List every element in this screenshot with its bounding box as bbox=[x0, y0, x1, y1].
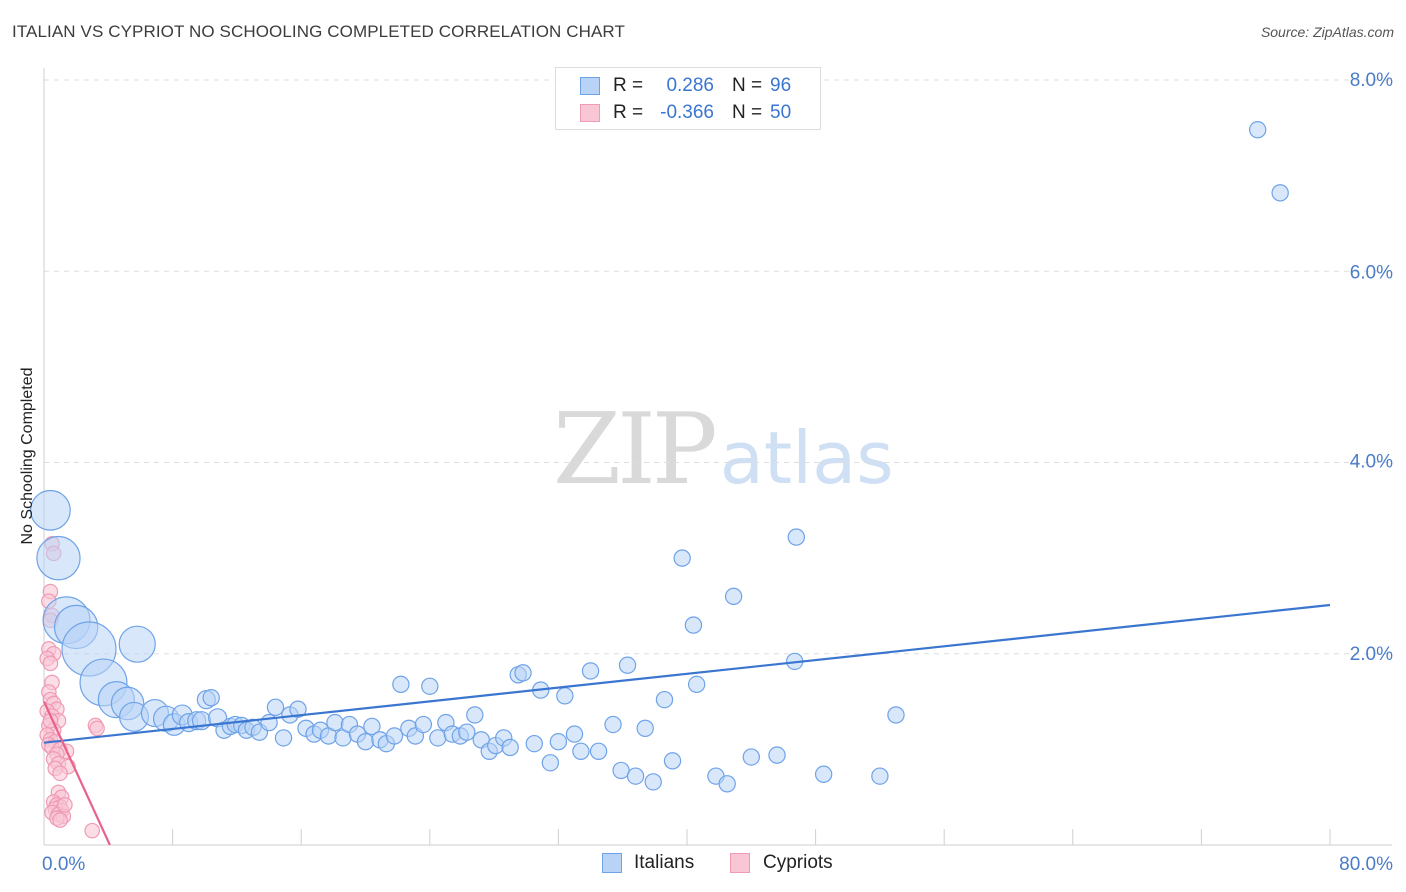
italians-point bbox=[787, 528, 806, 546]
italians-point bbox=[549, 733, 568, 751]
italians-point bbox=[871, 767, 889, 785]
chart-title: ITALIAN VS CYPRIOT NO SCHOOLING COMPLETE… bbox=[12, 22, 625, 41]
y-tick-label: 6.0% bbox=[1350, 262, 1393, 283]
italians-point bbox=[385, 727, 404, 745]
italians-point bbox=[636, 719, 654, 738]
italians-point bbox=[274, 729, 293, 747]
italians-points bbox=[30, 121, 1289, 793]
cypriots-point bbox=[52, 812, 68, 828]
x-tick-label-max: 80.0% bbox=[1339, 854, 1393, 875]
italians-point bbox=[501, 738, 519, 757]
italians-point bbox=[626, 767, 645, 785]
n-label: N = bbox=[732, 102, 763, 123]
italians-point bbox=[1271, 184, 1289, 202]
r-label: R = bbox=[613, 75, 644, 96]
italians-point bbox=[572, 742, 590, 760]
italians-point bbox=[618, 656, 637, 674]
italians-point bbox=[565, 725, 584, 743]
cypriots-point bbox=[84, 822, 101, 839]
cypriots-swatch bbox=[580, 104, 600, 122]
y-tick-label: 8.0% bbox=[1350, 70, 1393, 91]
stats-box: R = 0.286 N = 96 R = -0.366 N = 50 bbox=[555, 67, 821, 130]
italians-point bbox=[687, 675, 706, 694]
italians-trend-line bbox=[43, 603, 1331, 744]
stats-row-italians: R = 0.286 N = 96 bbox=[556, 74, 820, 100]
cypriots-point bbox=[42, 655, 59, 672]
italians-point bbox=[289, 700, 307, 718]
source-label: Source: ZipAtlas.com bbox=[1260, 24, 1394, 40]
italians-point bbox=[421, 677, 439, 695]
italians-point bbox=[30, 489, 71, 531]
gridlines bbox=[44, 79, 1392, 655]
italians-point bbox=[1248, 121, 1267, 139]
italians-point bbox=[644, 773, 662, 791]
italians-point bbox=[458, 723, 476, 741]
cypriots-point bbox=[57, 797, 73, 813]
italians-point bbox=[768, 746, 786, 764]
italians-point bbox=[604, 715, 622, 734]
italians-point bbox=[118, 625, 156, 663]
italians-point bbox=[326, 713, 344, 732]
legend-label-cypriots: Cypriots bbox=[763, 852, 833, 873]
italians-point bbox=[36, 535, 81, 581]
italians-point bbox=[414, 715, 433, 734]
cypriots-point bbox=[89, 720, 105, 737]
watermark-atlas: atlas bbox=[719, 416, 894, 500]
watermark-zip: ZIP bbox=[553, 393, 718, 507]
italians-point bbox=[581, 662, 600, 680]
italians-point bbox=[556, 687, 574, 705]
italians-point bbox=[202, 689, 220, 707]
r-label: R = bbox=[613, 102, 644, 123]
italians-point bbox=[718, 775, 736, 793]
trend-lines bbox=[43, 603, 1331, 846]
n-value: 96 bbox=[770, 75, 792, 96]
y-tick-label: 2.0% bbox=[1350, 644, 1393, 665]
italians-point bbox=[612, 761, 630, 780]
italians-point bbox=[266, 698, 285, 717]
italians-point bbox=[663, 752, 682, 770]
x-tick-label-min: 0.0% bbox=[42, 854, 85, 875]
cypriots-trend-line bbox=[43, 701, 111, 846]
italians-point bbox=[684, 616, 703, 634]
watermark: ZIPatlas bbox=[553, 400, 894, 499]
italians-point bbox=[655, 690, 674, 709]
italians-point bbox=[724, 587, 743, 606]
n-label: N = bbox=[732, 75, 763, 96]
r-value: -0.366 bbox=[660, 102, 714, 123]
italians-point bbox=[356, 733, 375, 751]
r-value: 0.286 bbox=[666, 75, 714, 96]
legend: Italians Cypriots bbox=[0, 851, 1406, 877]
legend-swatch-cypriots bbox=[730, 853, 750, 873]
italians-point bbox=[742, 748, 761, 766]
legend-swatch-italians bbox=[602, 853, 622, 873]
italians-point bbox=[466, 706, 484, 724]
cypriots-point bbox=[52, 765, 68, 782]
italians-point bbox=[887, 706, 905, 724]
tick-labels: 2.0% 4.0% 6.0% 8.0% 0.0% 80.0% bbox=[42, 70, 1393, 875]
italians-point bbox=[429, 729, 447, 747]
legend-label-italians: Italians bbox=[634, 852, 695, 873]
n-value: 50 bbox=[770, 102, 792, 123]
italians-point bbox=[363, 717, 381, 736]
italians-point bbox=[525, 734, 543, 753]
italians-swatch bbox=[580, 77, 600, 95]
italians-point bbox=[392, 675, 410, 694]
italians-point bbox=[514, 664, 532, 682]
italians-point bbox=[541, 754, 560, 772]
italians-point bbox=[814, 765, 833, 783]
y-tick-label: 4.0% bbox=[1350, 452, 1393, 473]
italians-point bbox=[673, 549, 691, 567]
stats-row-cypriots: R = -0.366 N = 50 bbox=[556, 101, 820, 127]
italians-point bbox=[589, 742, 608, 760]
y-axis-label: No Schooling Completed bbox=[19, 367, 36, 545]
